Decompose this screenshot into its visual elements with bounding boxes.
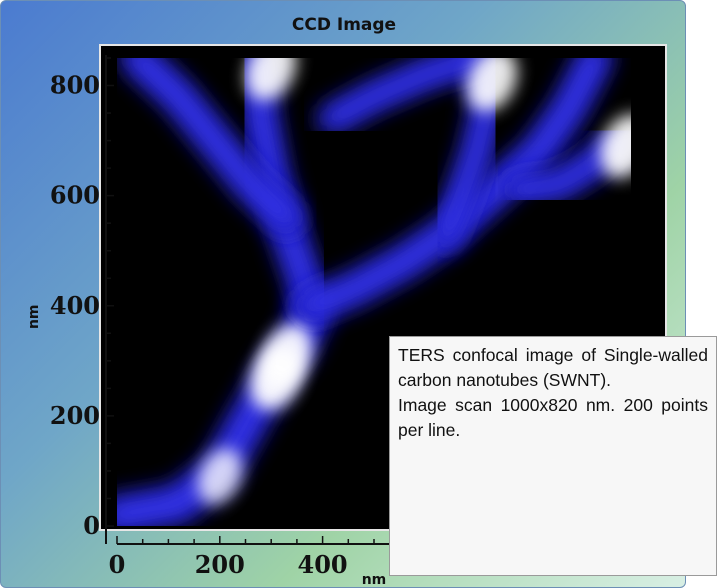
- x-tick-label: 0: [109, 550, 126, 579]
- tube-core-right-branch: [303, 58, 604, 315]
- window-title: CCD Image: [291, 15, 397, 35]
- description-note: TERS confocal image of Single-walled car…: [389, 336, 717, 576]
- y-tick-label: 800: [50, 71, 100, 100]
- x-tick-label: 200: [195, 550, 245, 579]
- note-line-1: TERS confocal image of Single-walled car…: [398, 345, 708, 390]
- y-tick-label: 600: [50, 181, 100, 210]
- y-axis-title: nm: [26, 304, 42, 329]
- hotspot-6: [600, 114, 631, 178]
- hotspot-5: [467, 58, 518, 112]
- y-tick-label: 400: [50, 291, 100, 320]
- hotspot-4: [246, 58, 297, 101]
- hotspot-3: [197, 448, 242, 505]
- x-axis-title: nm: [362, 572, 387, 588]
- tube-core-left-branch: [128, 58, 296, 227]
- hotspot-2: [261, 324, 312, 387]
- tube-core-upper-arc: [325, 58, 485, 127]
- note-line-2: Image scan 1000x820 nm. 200 points per l…: [398, 395, 708, 440]
- x-tick-label: 400: [298, 550, 348, 579]
- y-axis-ticks: 0 200 400 600 800: [50, 57, 114, 540]
- y-tick-label: 0: [83, 511, 100, 540]
- y-tick-label: 200: [50, 401, 100, 430]
- heatmap-layer: [117, 58, 631, 526]
